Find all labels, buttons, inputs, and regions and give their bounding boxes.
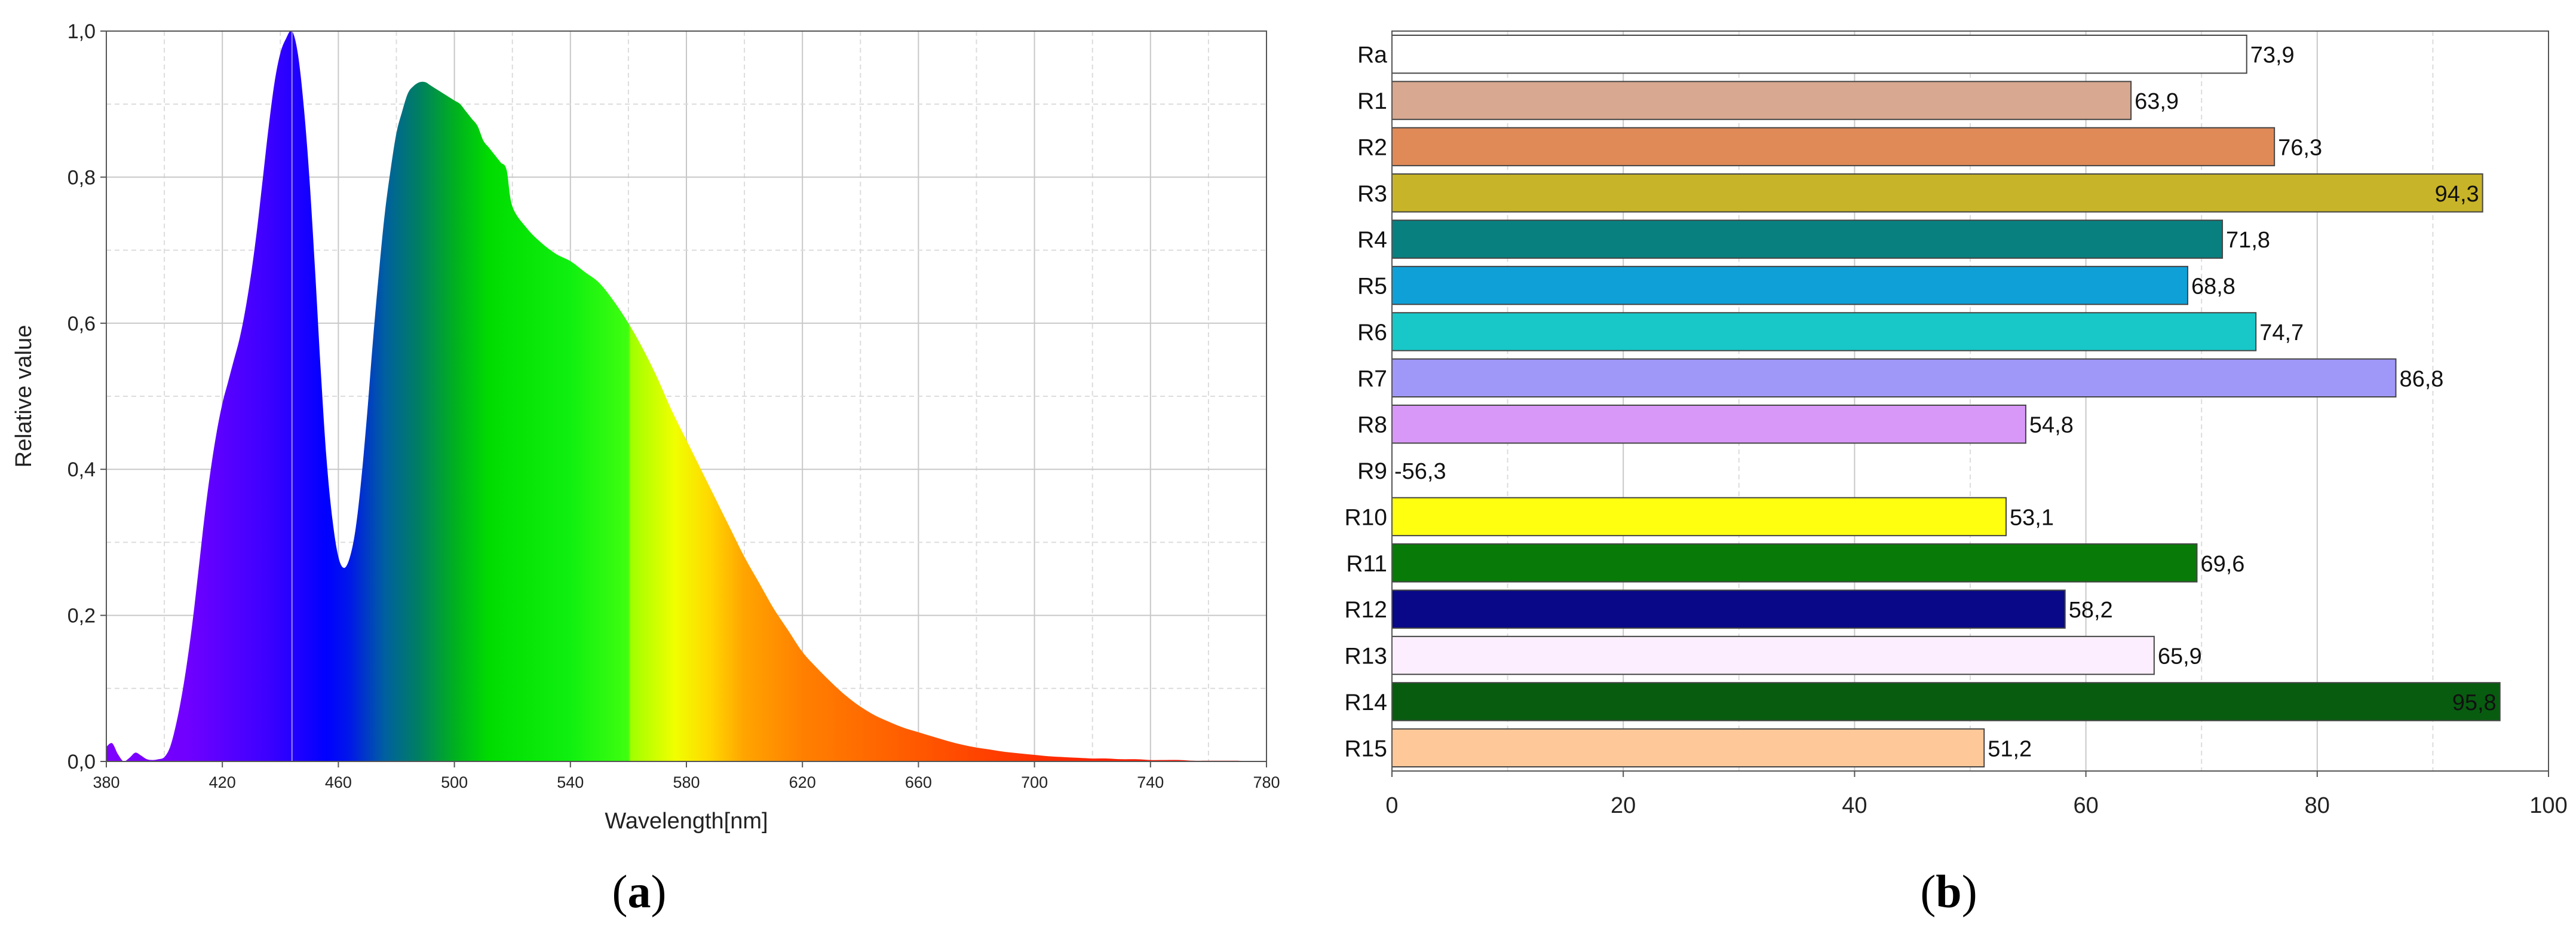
cri-x-ticks: 0 20 40 60 80 100 bbox=[1385, 771, 2568, 818]
cri-bar bbox=[1391, 81, 2132, 120]
cri-value-label: 86,8 bbox=[2399, 366, 2443, 391]
cri-bar bbox=[1391, 358, 2397, 398]
cri-x-tick-label: 60 bbox=[2073, 793, 2098, 818]
spectrum-area bbox=[106, 30, 1266, 761]
cri-x-tick-label: 40 bbox=[1842, 793, 1867, 818]
spectrum-y-ticks: 0,0 0,2 0,4 0,6 0,8 1,0 bbox=[68, 20, 106, 773]
spectrum-x-tick-label: 660 bbox=[905, 773, 932, 791]
cri-bars: Ra 73,9 R1 63,9 R2 76,3 R3 94,3 R4 71,8 R5 68,8 R6 74… bbox=[1344, 34, 2501, 768]
spectrum-y-tick-label: 1,0 bbox=[68, 20, 96, 43]
cri-category-label: R12 bbox=[1344, 597, 1387, 623]
cri-value-label: 73,9 bbox=[2250, 43, 2295, 68]
cri-category-label: R5 bbox=[1357, 274, 1387, 299]
spectrum-y-tick-label: 0,4 bbox=[68, 458, 96, 481]
cri-bar bbox=[1391, 312, 2257, 351]
cri-x-tick-label: 80 bbox=[2305, 793, 2330, 818]
cri-bar bbox=[1391, 173, 2483, 213]
cri-category-label: R6 bbox=[1357, 320, 1387, 345]
cri-category-label: R7 bbox=[1357, 366, 1387, 391]
spectrum-x-tick-label: 580 bbox=[673, 773, 700, 791]
cri-value-label: 53,1 bbox=[2010, 505, 2054, 530]
spectrum-y-axis-label: Relative value bbox=[11, 325, 36, 468]
cri-category-label: R4 bbox=[1357, 227, 1387, 253]
spectrum-y-tick-label: 0,8 bbox=[68, 166, 96, 189]
cri-category-label: R11 bbox=[1346, 551, 1387, 577]
cri-value-label: 95,8 bbox=[2452, 690, 2497, 715]
cri-category-label: R14 bbox=[1344, 690, 1387, 715]
spectrum-y-tick-label: 0,6 bbox=[68, 313, 96, 335]
cri-value-label: 63,9 bbox=[2135, 89, 2179, 114]
spectrum-y-tick-label: 0,2 bbox=[68, 605, 96, 628]
panel-b-caption-close: ) bbox=[1962, 865, 1977, 917]
cri-x-tick-label: 20 bbox=[1611, 793, 1636, 818]
cri-bar bbox=[1391, 127, 2276, 167]
spectrum-x-tick-label: 780 bbox=[1253, 773, 1280, 791]
panel-b-caption-open: ( bbox=[1920, 865, 1936, 917]
cri-value-label: 74,7 bbox=[2259, 320, 2304, 345]
panel-a-caption-open: ( bbox=[612, 865, 628, 917]
cri-value-label: 54,8 bbox=[2029, 413, 2074, 438]
spectrum-x-tick-label: 420 bbox=[209, 773, 236, 791]
cri-bar bbox=[1391, 404, 2026, 444]
cri-category-label: R10 bbox=[1344, 504, 1387, 530]
cri-value-label: 71,8 bbox=[2226, 228, 2270, 253]
color-rendering-panel: Ra 73,9 R1 63,9 R2 76,3 R3 94,3 R4 71,8 R5 68,8 R6 74… bbox=[1344, 30, 2568, 917]
cri-category-label: R3 bbox=[1357, 181, 1387, 207]
cri-value-label: -56,3 bbox=[1394, 459, 1446, 484]
spectrum-x-tick-label: 500 bbox=[441, 773, 468, 791]
cri-category-label: R2 bbox=[1357, 134, 1387, 160]
panel-b-caption-letter: b bbox=[1936, 865, 1961, 917]
spectrum-x-tick-label: 540 bbox=[557, 773, 584, 791]
spectrum-x-tick-label: 700 bbox=[1021, 773, 1048, 791]
cri-category-label: R13 bbox=[1344, 644, 1387, 669]
spectrum-x-ticks: 380 420 460 500 540 580 620 660 700 740 780 bbox=[93, 761, 1280, 791]
spectrum-x-tick-label: 460 bbox=[325, 773, 352, 791]
cri-value-label: 58,2 bbox=[2069, 598, 2113, 623]
spectrum-x-axis-label: Wavelength[nm] bbox=[605, 809, 768, 834]
spectrum-x-tick-label: 380 bbox=[93, 773, 119, 791]
panel-a-caption-close: ) bbox=[651, 865, 667, 917]
cri-value-label: 65,9 bbox=[2158, 644, 2202, 669]
cri-bar bbox=[1391, 265, 2188, 305]
cri-bar bbox=[1391, 682, 2501, 721]
cri-x-tick-label: 100 bbox=[2529, 793, 2567, 818]
cri-category-label: R8 bbox=[1357, 412, 1387, 438]
panel-b-caption: (b) bbox=[1920, 865, 1977, 917]
cri-bar bbox=[1391, 728, 1985, 768]
cri-value-label: 51,2 bbox=[1988, 736, 2032, 761]
cri-bar bbox=[1391, 543, 2198, 583]
cri-category-label: R15 bbox=[1344, 736, 1387, 761]
cri-value-label: 76,3 bbox=[2278, 135, 2322, 160]
cri-value-label: 94,3 bbox=[2435, 182, 2479, 207]
cri-category-label: Ra bbox=[1357, 42, 1387, 68]
cri-plot-frame bbox=[1391, 30, 2549, 772]
cri-value-label: 69,6 bbox=[2200, 552, 2244, 577]
cri-bar bbox=[1391, 497, 2007, 537]
cri-bar bbox=[1391, 219, 2224, 259]
cri-category-label: R9 bbox=[1357, 458, 1387, 484]
spectrum-x-tick-label: 620 bbox=[789, 773, 816, 791]
cri-bar bbox=[1391, 589, 2066, 629]
panel-a-caption-letter: a bbox=[628, 865, 651, 917]
cri-category-label: R1 bbox=[1357, 88, 1387, 114]
spectrum-panel: 380 420 460 500 540 580 620 660 700 740 780 0,0 0,2… bbox=[11, 20, 1280, 917]
panel-a-caption: (a) bbox=[612, 865, 667, 917]
cri-bar bbox=[1391, 34, 2247, 74]
spectrum-y-tick-label: 0,0 bbox=[68, 751, 96, 773]
cri-value-label: 68,8 bbox=[2191, 274, 2235, 299]
spectrum-x-tick-label: 740 bbox=[1137, 773, 1164, 791]
cri-x-tick-label: 0 bbox=[1385, 793, 1398, 818]
cri-bar bbox=[1391, 635, 2155, 675]
